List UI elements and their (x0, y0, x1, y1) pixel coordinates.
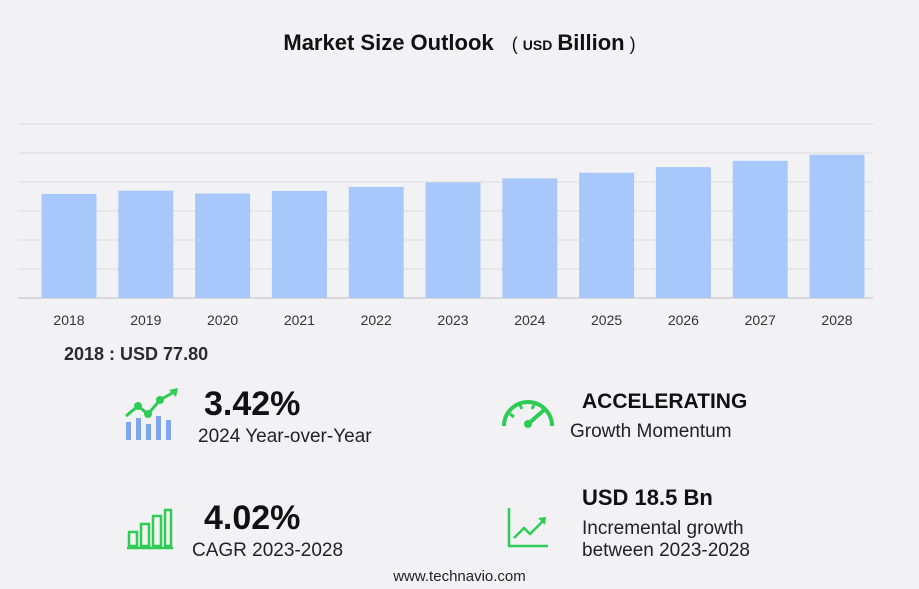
momentum-value: ACCELERATING (582, 390, 748, 413)
bar-2022 (348, 186, 404, 298)
momentum-label: Growth Momentum (570, 421, 732, 442)
chart-title-unit: ( USD Billion ) (511, 30, 636, 55)
bar-2026 (655, 167, 711, 298)
incremental-label-line2: between 2023-2028 (582, 540, 750, 561)
x-tick-label: 2024 (514, 312, 545, 328)
x-tick-label: 2026 (668, 312, 699, 328)
chart-title-main: Market Size Outlook (283, 30, 494, 55)
incremental-value: USD 18.5 Bn (582, 485, 713, 510)
x-tick-label: 2023 (437, 312, 468, 328)
kpi-incremental: USD 18.5 Bn Incremental growth between 2… (506, 484, 806, 574)
x-tick-label: 2019 (130, 312, 161, 328)
unit-code: USD (522, 37, 553, 53)
x-tick-label: 2022 (361, 312, 392, 328)
x-tick-label: 2028 (821, 312, 852, 328)
bar-2028 (809, 154, 865, 298)
kpi-yoy: 3.42% 2024 Year-over-Year (122, 386, 422, 456)
footer-source: www.technavio.com (393, 568, 526, 585)
cagr-value: 4.02% (204, 499, 301, 537)
bar-2024 (502, 178, 558, 298)
bar-2027 (732, 160, 788, 298)
x-tick-label: 2018 (53, 312, 84, 328)
bar-2020 (195, 193, 251, 298)
growth-chart-icon (125, 388, 178, 440)
x-tick-label: 2027 (745, 312, 776, 328)
incremental-label-line1: Incremental growth (582, 518, 744, 539)
bar-2019 (118, 190, 174, 298)
kpi-cagr: 4.02% CAGR 2023-2028 (126, 498, 426, 568)
yoy-label: 2024 Year-over-Year (198, 426, 372, 447)
bar-2021 (271, 190, 327, 298)
speedometer-icon (502, 400, 554, 428)
yoy-value: 3.42% (204, 385, 301, 423)
bar-2025 (579, 172, 635, 298)
bar-2018 (41, 193, 97, 298)
kpi-momentum: ACCELERATING Growth Momentum (500, 388, 800, 458)
x-tick-label: 2020 (207, 312, 238, 328)
base-year-stat: 2018 : USD 77.80 (64, 344, 209, 364)
cagr-label: CAGR 2023-2028 (192, 540, 344, 561)
trend-line-icon (507, 508, 548, 548)
x-tick-label: 2025 (591, 312, 622, 328)
bar-chart-icon (127, 508, 173, 550)
unit-word: Billion (557, 30, 625, 55)
bar-chart: 2018 2019 2020 2021 2022 2023 2024 2025 2026 2027… (18, 123, 873, 328)
x-tick-label: 2021 (284, 312, 315, 328)
chart-title: Market Size Outlook ( USD Billion ) (0, 30, 919, 56)
bar-2023 (425, 182, 481, 298)
